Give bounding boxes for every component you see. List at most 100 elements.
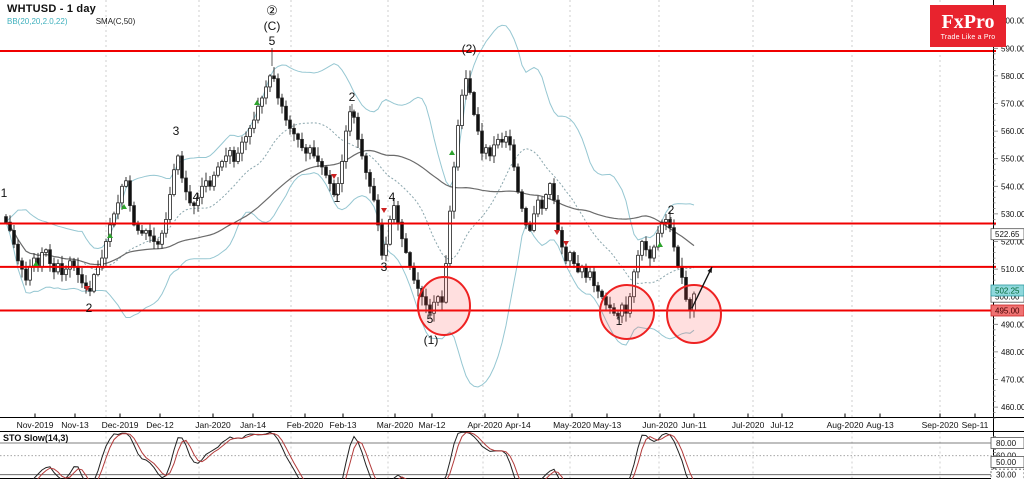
down-candle <box>604 296 608 306</box>
candles-layer <box>4 67 696 324</box>
sell-arrow-icon <box>554 230 560 235</box>
sto-axis-label: 50.00 <box>996 458 1017 467</box>
buy-arrow-icon <box>254 100 260 105</box>
wave-label: ② <box>266 3 278 18</box>
up-candle <box>252 119 256 129</box>
date-label: Jul-12 <box>770 420 793 430</box>
down-candle <box>356 116 360 140</box>
up-candle <box>492 144 496 157</box>
highlight-circle[interactable] <box>599 284 655 340</box>
price-label: 580.00 <box>1001 72 1024 81</box>
down-candle <box>616 312 620 317</box>
up-candle <box>640 241 644 256</box>
date-label: Jan-14 <box>240 420 266 430</box>
up-candle <box>164 219 168 234</box>
up-candle <box>92 274 96 292</box>
projection-arrow[interactable] <box>691 266 713 309</box>
up-candle <box>436 296 440 303</box>
up-candle <box>496 138 500 146</box>
date-label: Apr-2020 <box>468 420 503 430</box>
date-label: Aug-2020 <box>827 420 864 430</box>
down-candle <box>540 199 544 209</box>
down-candle <box>624 304 628 314</box>
buy-arrow-icon <box>33 261 39 266</box>
price-label: 570.00 <box>1001 100 1024 109</box>
up-candle <box>44 249 48 253</box>
down-candle <box>352 111 356 118</box>
date-label: Sep-11 <box>962 420 989 430</box>
date-label: Apr-14 <box>505 420 531 430</box>
down-candle <box>328 174 332 184</box>
support-resistance-lines[interactable] <box>0 50 996 312</box>
up-candle <box>548 183 552 195</box>
up-candle <box>212 174 216 187</box>
up-candle <box>336 183 340 195</box>
down-candle <box>596 285 600 292</box>
up-candle <box>240 141 244 154</box>
up-candle <box>568 252 572 262</box>
date-label: Feb-2020 <box>287 420 324 430</box>
up-candle <box>664 219 668 223</box>
down-candle <box>48 249 52 264</box>
date-label: Mar-2020 <box>377 420 414 430</box>
down-candle <box>272 75 276 80</box>
down-candle <box>192 202 196 207</box>
down-candle <box>520 191 524 209</box>
date-label: May-2020 <box>553 420 591 430</box>
fractal-markers <box>33 100 663 291</box>
down-candle <box>316 155 320 162</box>
up-candle <box>460 94 464 126</box>
down-candle <box>280 97 284 107</box>
up-candle <box>244 136 248 143</box>
sto-d-line <box>37 432 694 479</box>
sma50-line <box>5 149 695 266</box>
up-candle <box>116 202 120 215</box>
down-candle <box>584 265 588 278</box>
up-candle <box>432 301 436 314</box>
down-candle <box>396 205 400 223</box>
date-axis[interactable]: Nov-2019 Nov-13 Dec-2019 Dec-12 Jan-2020 Jan-… <box>17 413 989 431</box>
sma-indicator-label[interactable]: SMA(C,50) <box>95 17 136 26</box>
up-candle <box>588 271 592 278</box>
down-candle <box>680 265 684 278</box>
down-candle <box>300 138 304 149</box>
down-candle <box>88 288 92 292</box>
wave-label: (2) <box>462 42 477 56</box>
price-label: 510.00 <box>1001 265 1024 274</box>
sto-tag <box>990 456 1024 468</box>
up-candle <box>656 232 660 248</box>
fxpro-logo-text: FxPro <box>941 10 995 33</box>
up-candle <box>536 199 540 215</box>
price-axis[interactable]: 600.00 590.00 580.00 570.00 560.00 550.00 540.… <box>990 14 1024 419</box>
highlight-circle[interactable] <box>417 276 471 336</box>
down-candle <box>276 78 280 99</box>
wave-label: 5 <box>269 34 276 48</box>
highlight-circle[interactable] <box>666 284 722 344</box>
down-candle <box>296 133 300 140</box>
sto-indicator-label[interactable]: STO Slow(14,3) <box>3 433 69 443</box>
up-candle <box>632 271 636 298</box>
down-candle <box>304 147 308 154</box>
sto-k-line <box>32 431 689 479</box>
up-candle <box>484 147 488 154</box>
down-candle <box>156 241 160 245</box>
down-candle <box>516 166 520 193</box>
down-candle <box>608 304 612 309</box>
date-label: May-13 <box>593 420 622 430</box>
up-candle <box>504 136 508 143</box>
down-candle <box>528 224 532 231</box>
chart-header: WHTUSD - 1 day BB(20,20,2.0,22) SMA(C,50… <box>7 3 135 26</box>
up-candle <box>660 221 664 234</box>
up-candle <box>452 166 456 212</box>
down-candle <box>364 155 368 173</box>
down-candle <box>512 144 516 168</box>
up-candle <box>120 185 124 204</box>
bb-indicator-label[interactable]: BB(20,20,2.0,22) <box>7 17 68 26</box>
wave-label: 4 <box>193 190 200 204</box>
sell-arrow-icon <box>563 241 569 246</box>
up-candle <box>216 166 220 176</box>
up-candle <box>384 243 388 256</box>
